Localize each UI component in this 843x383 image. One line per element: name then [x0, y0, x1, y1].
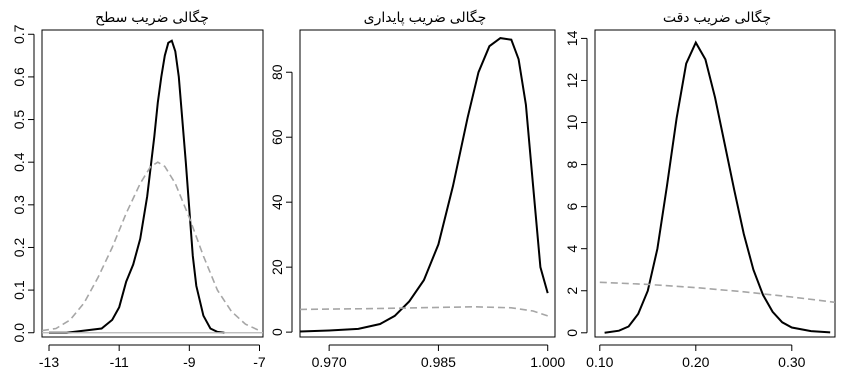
x-tick-label-precision: 0.20 [682, 354, 709, 370]
posterior-density-curve-surface [49, 39, 225, 334]
posterior-density-curve-precision [604, 40, 831, 334]
x-tick-label-surface: -13 [39, 354, 59, 370]
panel-title-stability-coefficient: چگالی ضریب پایداری [364, 9, 487, 26]
x-tick-label-precision: 0.30 [778, 354, 805, 370]
y-tick-label-stability: 40 [269, 194, 285, 210]
plot-frame-surface [41, 29, 264, 338]
x-tick-label-stability: 0.985 [421, 354, 456, 370]
x-tick-label-surface: -11 [110, 354, 129, 370]
y-tick-label-precision: 0 [564, 329, 580, 337]
y-tick-label-precision: 14 [564, 30, 580, 46]
y-tick-label-precision: 2 [564, 287, 580, 295]
y-tick-label-stability: 60 [269, 129, 285, 145]
prior-density-curve-precision [599, 281, 835, 304]
y-tick-label-stability: 20 [269, 259, 285, 275]
x-tick-label-precision: 0.10 [586, 354, 613, 370]
x-tick-label-surface: -9 [183, 354, 196, 370]
y-tick-label-surface: 0.4 [11, 152, 27, 172]
y-tick-label-precision: 10 [564, 115, 580, 131]
y-tick-label-stability: 0 [269, 328, 285, 336]
plot-frame-precision [594, 29, 836, 338]
x-tick-label-stability: 0.970 [312, 354, 347, 370]
y-tick-label-surface: 0.6 [11, 67, 27, 87]
y-tick-label-surface: 0.5 [11, 110, 27, 130]
stability-coefficient-density-panel: چگالی ضریب پایداری 0.970 0.985 1.000 0 20 40 6… [269, 9, 565, 370]
panel-title-precision-coefficient: چگالی ضریب دقت [663, 9, 771, 26]
x-tick-label-stability: 1.000 [530, 354, 565, 370]
surface-coefficient-density-panel: چگالی ضریب سطح -13 -11 -9 -7 0.0 0.1 0.2 0.3 0.4… [11, 9, 266, 370]
y-tick-label-surface: 0.1 [11, 280, 27, 300]
x-tick-label-surface: -7 [253, 354, 266, 370]
y-tick-label-surface: 0.2 [11, 238, 27, 258]
y-tick-label-stability: 80 [269, 64, 285, 80]
y-tick-label-precision: 12 [564, 72, 580, 88]
y-tick-label-surface: 0.0 [11, 323, 27, 343]
y-tick-label-precision: 4 [564, 245, 580, 253]
y-tick-label-surface: 0.3 [11, 195, 27, 215]
prior-density-curve-surface [42, 161, 260, 332]
prior-density-curve-stability [300, 305, 548, 317]
panel-title-surface-coefficient: چگالی ضریب سطح [95, 9, 209, 26]
y-tick-label-surface: 0.7 [11, 24, 27, 44]
y-tick-label-precision: 6 [564, 203, 580, 211]
posterior-density-curve-stability [300, 37, 549, 333]
y-tick-label-precision: 8 [564, 160, 580, 168]
plot-frame-stability [299, 29, 556, 338]
precision-coefficient-density-panel: چگالی ضریب دقت 0.10 0.20 0.30 0 2 4 6 8 10 12 14 [564, 9, 836, 370]
